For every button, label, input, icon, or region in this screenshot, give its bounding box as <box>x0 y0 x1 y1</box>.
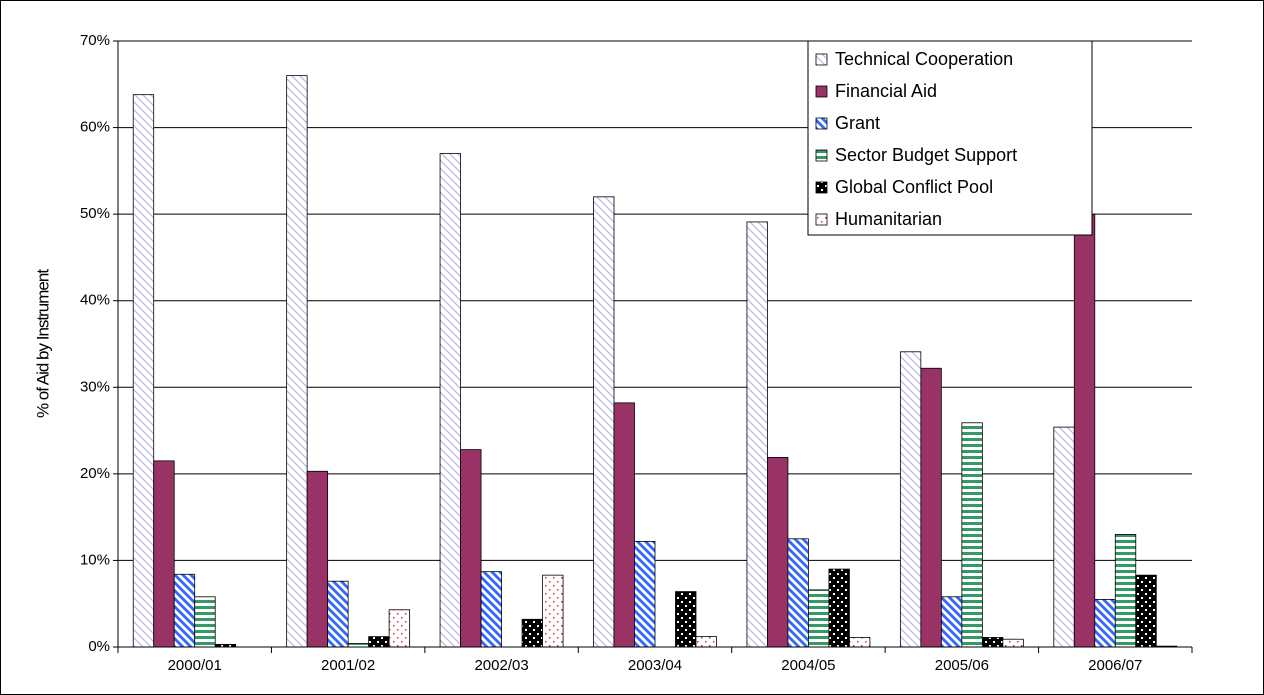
x-tick-label: 2003/04 <box>628 657 682 674</box>
x-tick-label: 2006/07 <box>1088 657 1142 674</box>
bar <box>1073 213 1096 648</box>
bar <box>368 636 390 648</box>
bar <box>940 596 963 648</box>
legend-label: Humanitarian <box>835 209 942 229</box>
legend-label: Technical Cooperation <box>835 49 1013 69</box>
y-axis-title: % of Aid by Instrument <box>33 269 52 418</box>
bar <box>480 571 502 648</box>
legend-label: Financial Aid <box>835 81 937 101</box>
bar <box>153 460 175 648</box>
y-tick-label: 0% <box>88 638 110 655</box>
x-tick-label: 2001/02 <box>321 657 375 674</box>
y-tick-label: 10% <box>80 551 110 568</box>
legend-swatch <box>815 53 828 66</box>
x-tick-label: 2004/05 <box>781 657 835 674</box>
bar <box>634 540 656 648</box>
bar <box>439 153 461 648</box>
bar <box>787 538 809 648</box>
x-tick-label: 2005/06 <box>935 657 989 674</box>
bar <box>1094 598 1116 648</box>
bar <box>828 568 850 648</box>
legend-swatch <box>815 213 828 226</box>
bar <box>899 351 922 648</box>
legend-swatch <box>815 117 828 130</box>
bar <box>347 643 370 648</box>
bar <box>1135 574 1157 648</box>
bar <box>1002 638 1024 648</box>
bar <box>286 75 308 648</box>
bar <box>613 402 635 648</box>
bar <box>327 580 349 648</box>
y-tick-label: 40% <box>80 292 110 309</box>
bar <box>306 470 329 648</box>
y-tick-label: 50% <box>80 205 110 222</box>
y-tick-label: 60% <box>80 119 110 136</box>
bar <box>920 367 942 648</box>
bar <box>675 591 697 648</box>
legend-swatch <box>815 149 828 162</box>
y-tick-label: 30% <box>80 378 110 395</box>
legend-swatch <box>815 85 828 98</box>
bar <box>132 94 155 648</box>
x-tick-label: 2002/03 <box>474 657 528 674</box>
legend-label: Sector Budget Support <box>835 145 1017 165</box>
bar <box>808 589 830 648</box>
legend: Technical Cooperation Financial Aid Grant S… <box>807 40 1093 236</box>
bar <box>767 457 789 648</box>
x-tick-label: 2000/01 <box>168 657 222 674</box>
bar <box>695 636 717 648</box>
bar <box>194 596 216 648</box>
bar <box>961 422 983 648</box>
bar <box>1053 426 1075 648</box>
bar <box>849 637 871 648</box>
legend-label: Global Conflict Pool <box>835 177 993 197</box>
bar <box>981 637 1004 648</box>
bar <box>460 449 482 648</box>
bar <box>521 618 543 648</box>
y-tick-label: 70% <box>80 32 110 49</box>
bar <box>173 573 196 648</box>
bar <box>1114 534 1137 648</box>
bar <box>542 574 564 648</box>
y-tick-label: 20% <box>80 465 110 482</box>
bar <box>388 609 411 648</box>
legend-swatch <box>815 181 828 194</box>
bar <box>746 221 768 648</box>
bar <box>593 196 615 648</box>
legend-label: Grant <box>835 113 880 133</box>
legend-box <box>807 40 1093 236</box>
